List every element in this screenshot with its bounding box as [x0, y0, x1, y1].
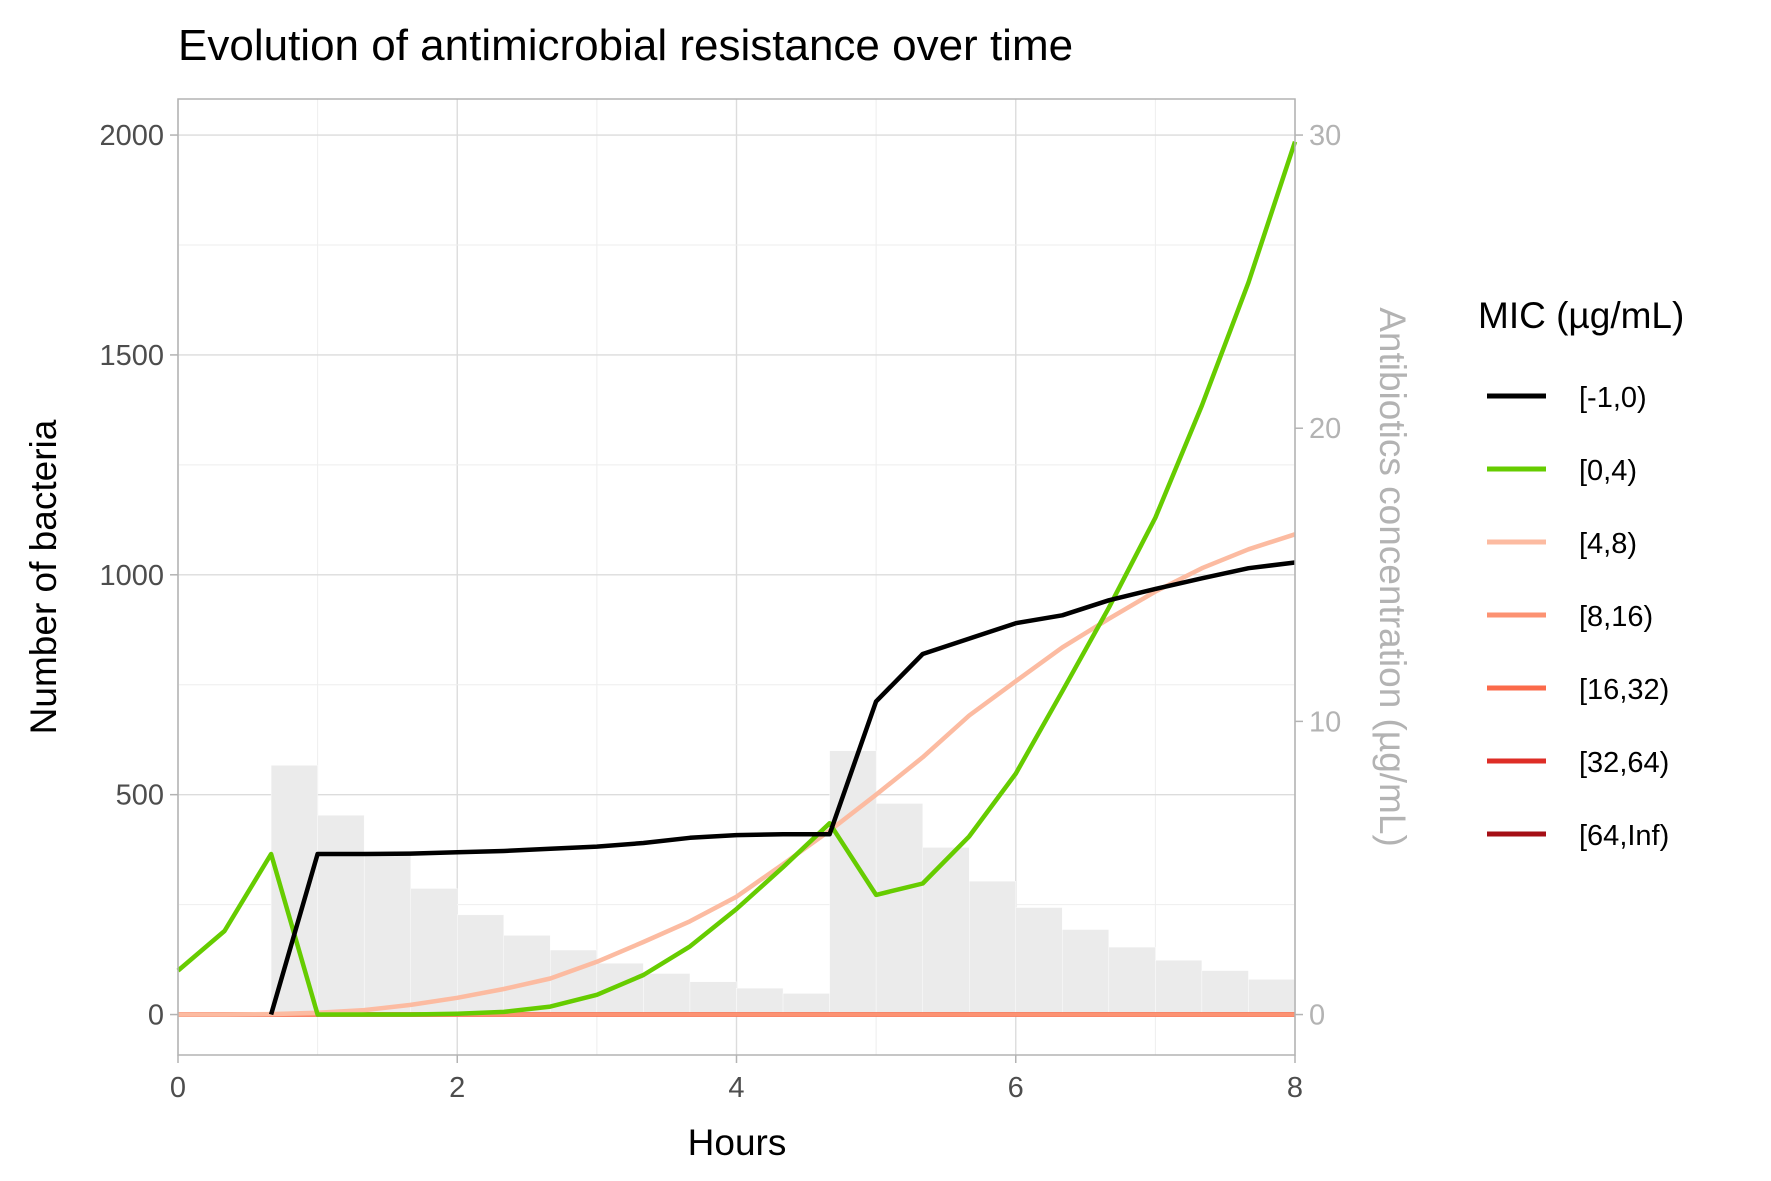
y2-tick-label: 10: [1309, 706, 1341, 738]
antibiotic-bar: [689, 981, 737, 1015]
legend-label: [16,32): [1579, 674, 1669, 706]
antibiotic-bar: [270, 765, 318, 1015]
chart-title: Evolution of antimicrobial resistance ov…: [178, 21, 1073, 70]
y2-axis-title: Antibiotics concentration (µg/mL): [1372, 307, 1413, 847]
axes: 0 2 4 6 8 0 500 1000 1500 2000 0 10 20 30: [99, 120, 1341, 1104]
legend-title: MIC (µg/mL): [1478, 295, 1684, 336]
legend: MIC (µg/mL) [-1,0) [0,4) [4,8) [8,16) [16,32…: [1478, 295, 1684, 852]
legend-label: [8,16): [1579, 601, 1653, 633]
x-tick-label: 4: [728, 1072, 744, 1104]
antibiotic-bar: [782, 993, 830, 1015]
antibiotic-bar: [969, 880, 1016, 1015]
antibiotic-bar: [596, 963, 644, 1015]
x-tick-label: 8: [1287, 1072, 1303, 1104]
y-tick-label: 500: [116, 780, 164, 812]
antibiotic-bars: [270, 750, 1296, 1015]
y2-tick-label: 30: [1309, 120, 1341, 152]
antibiotic-bar: [1062, 929, 1110, 1015]
antibiotic-bar: [503, 935, 551, 1015]
antibiotic-bar: [1248, 979, 1296, 1015]
x-axis-title: Hours: [688, 1122, 787, 1163]
legend-label: [32,64): [1579, 747, 1669, 779]
series-line-0: [268, 560, 1296, 1016]
x-tick-label: 0: [170, 1072, 186, 1104]
antibiotic-bar: [922, 847, 970, 1015]
y-tick-label: 1500: [99, 340, 164, 372]
legend-label: [4,8): [1579, 528, 1637, 560]
y-axis-title: Number of bacteria: [23, 419, 64, 734]
antibiotic-bar: [736, 987, 784, 1015]
antibiotic-bar: [317, 814, 365, 1015]
y2-tick-label: 0: [1309, 1000, 1325, 1032]
legend-label: [-1,0): [1579, 382, 1647, 414]
series-line-1: [176, 140, 1298, 1017]
antibiotic-bar: [1108, 946, 1156, 1015]
y-tick-label: 0: [148, 1000, 164, 1032]
antibiotic-bar: [410, 888, 458, 1015]
antibiotic-bar: [875, 803, 923, 1015]
antibiotic-bar: [1155, 960, 1203, 1015]
y2-tick-label: 20: [1309, 413, 1341, 445]
legend-label: [64,Inf): [1579, 820, 1669, 852]
antibiotic-bar: [1015, 907, 1063, 1015]
antibiotic-bar: [457, 914, 504, 1015]
series-lines: [176, 140, 1298, 1017]
legend-label: [0,4): [1579, 455, 1637, 487]
antibiotic-bar: [1201, 970, 1249, 1015]
series-line-2: [178, 532, 1296, 1017]
y-tick-label: 2000: [99, 120, 164, 152]
antibiotic-bar: [643, 973, 691, 1015]
y-tick-label: 1000: [99, 560, 164, 592]
x-tick-label: 6: [1008, 1072, 1024, 1104]
x-tick-label: 2: [449, 1072, 465, 1104]
antibiotic-bar: [363, 853, 411, 1015]
